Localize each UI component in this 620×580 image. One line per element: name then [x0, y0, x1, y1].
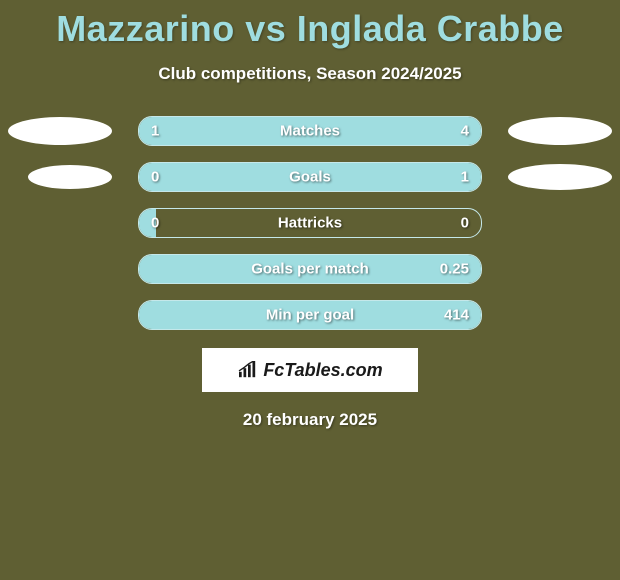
stat-bar-goals-per-match: Goals per match 0.25 — [138, 254, 482, 284]
logo-box: FcTables.com — [202, 348, 418, 392]
stat-row: 0 Hattricks 0 — [0, 208, 620, 238]
stat-bar-goals: 0 Goals 1 — [138, 162, 482, 192]
stat-row: Min per goal 414 — [0, 300, 620, 330]
stat-value-right: 0.25 — [440, 261, 469, 278]
stat-value-right: 1 — [461, 169, 469, 186]
page-subtitle: Club competitions, Season 2024/2025 — [158, 64, 461, 84]
player-ellipse-right — [508, 117, 612, 145]
stat-value-left: 0 — [151, 169, 159, 186]
player-ellipse-left — [28, 165, 112, 189]
logo-content: FcTables.com — [237, 360, 382, 381]
stats-area: 1 Matches 4 0 Goals 1 0 Hattricks 0 — [0, 116, 620, 330]
stat-row: 1 Matches 4 — [0, 116, 620, 146]
stat-value-left: 1 — [151, 123, 159, 140]
chart-icon — [237, 361, 259, 379]
stat-bar-matches: 1 Matches 4 — [138, 116, 482, 146]
stat-value-right: 0 — [461, 215, 469, 232]
stat-label: Hattricks — [278, 215, 342, 232]
stat-label: Goals — [289, 169, 331, 186]
stat-value-right: 4 — [461, 123, 469, 140]
player-ellipse-left — [8, 117, 112, 145]
logo-text: FcTables.com — [263, 360, 382, 381]
stat-row: 0 Goals 1 — [0, 162, 620, 192]
page-title: Mazzarino vs Inglada Crabbe — [56, 8, 564, 50]
stat-bar-hattricks: 0 Hattricks 0 — [138, 208, 482, 238]
stat-label: Goals per match — [251, 261, 369, 278]
stat-label: Min per goal — [266, 307, 354, 324]
bar-right-fill — [207, 117, 481, 145]
stat-bar-min-per-goal: Min per goal 414 — [138, 300, 482, 330]
stat-row: Goals per match 0.25 — [0, 254, 620, 284]
date-text: 20 february 2025 — [243, 410, 377, 430]
bar-left-fill — [139, 117, 207, 145]
stat-label: Matches — [280, 123, 340, 140]
stat-value-right: 414 — [444, 307, 469, 324]
player-ellipse-right — [508, 164, 612, 190]
comparison-infographic: Mazzarino vs Inglada Crabbe Club competi… — [0, 0, 620, 430]
stat-value-left: 0 — [151, 215, 159, 232]
